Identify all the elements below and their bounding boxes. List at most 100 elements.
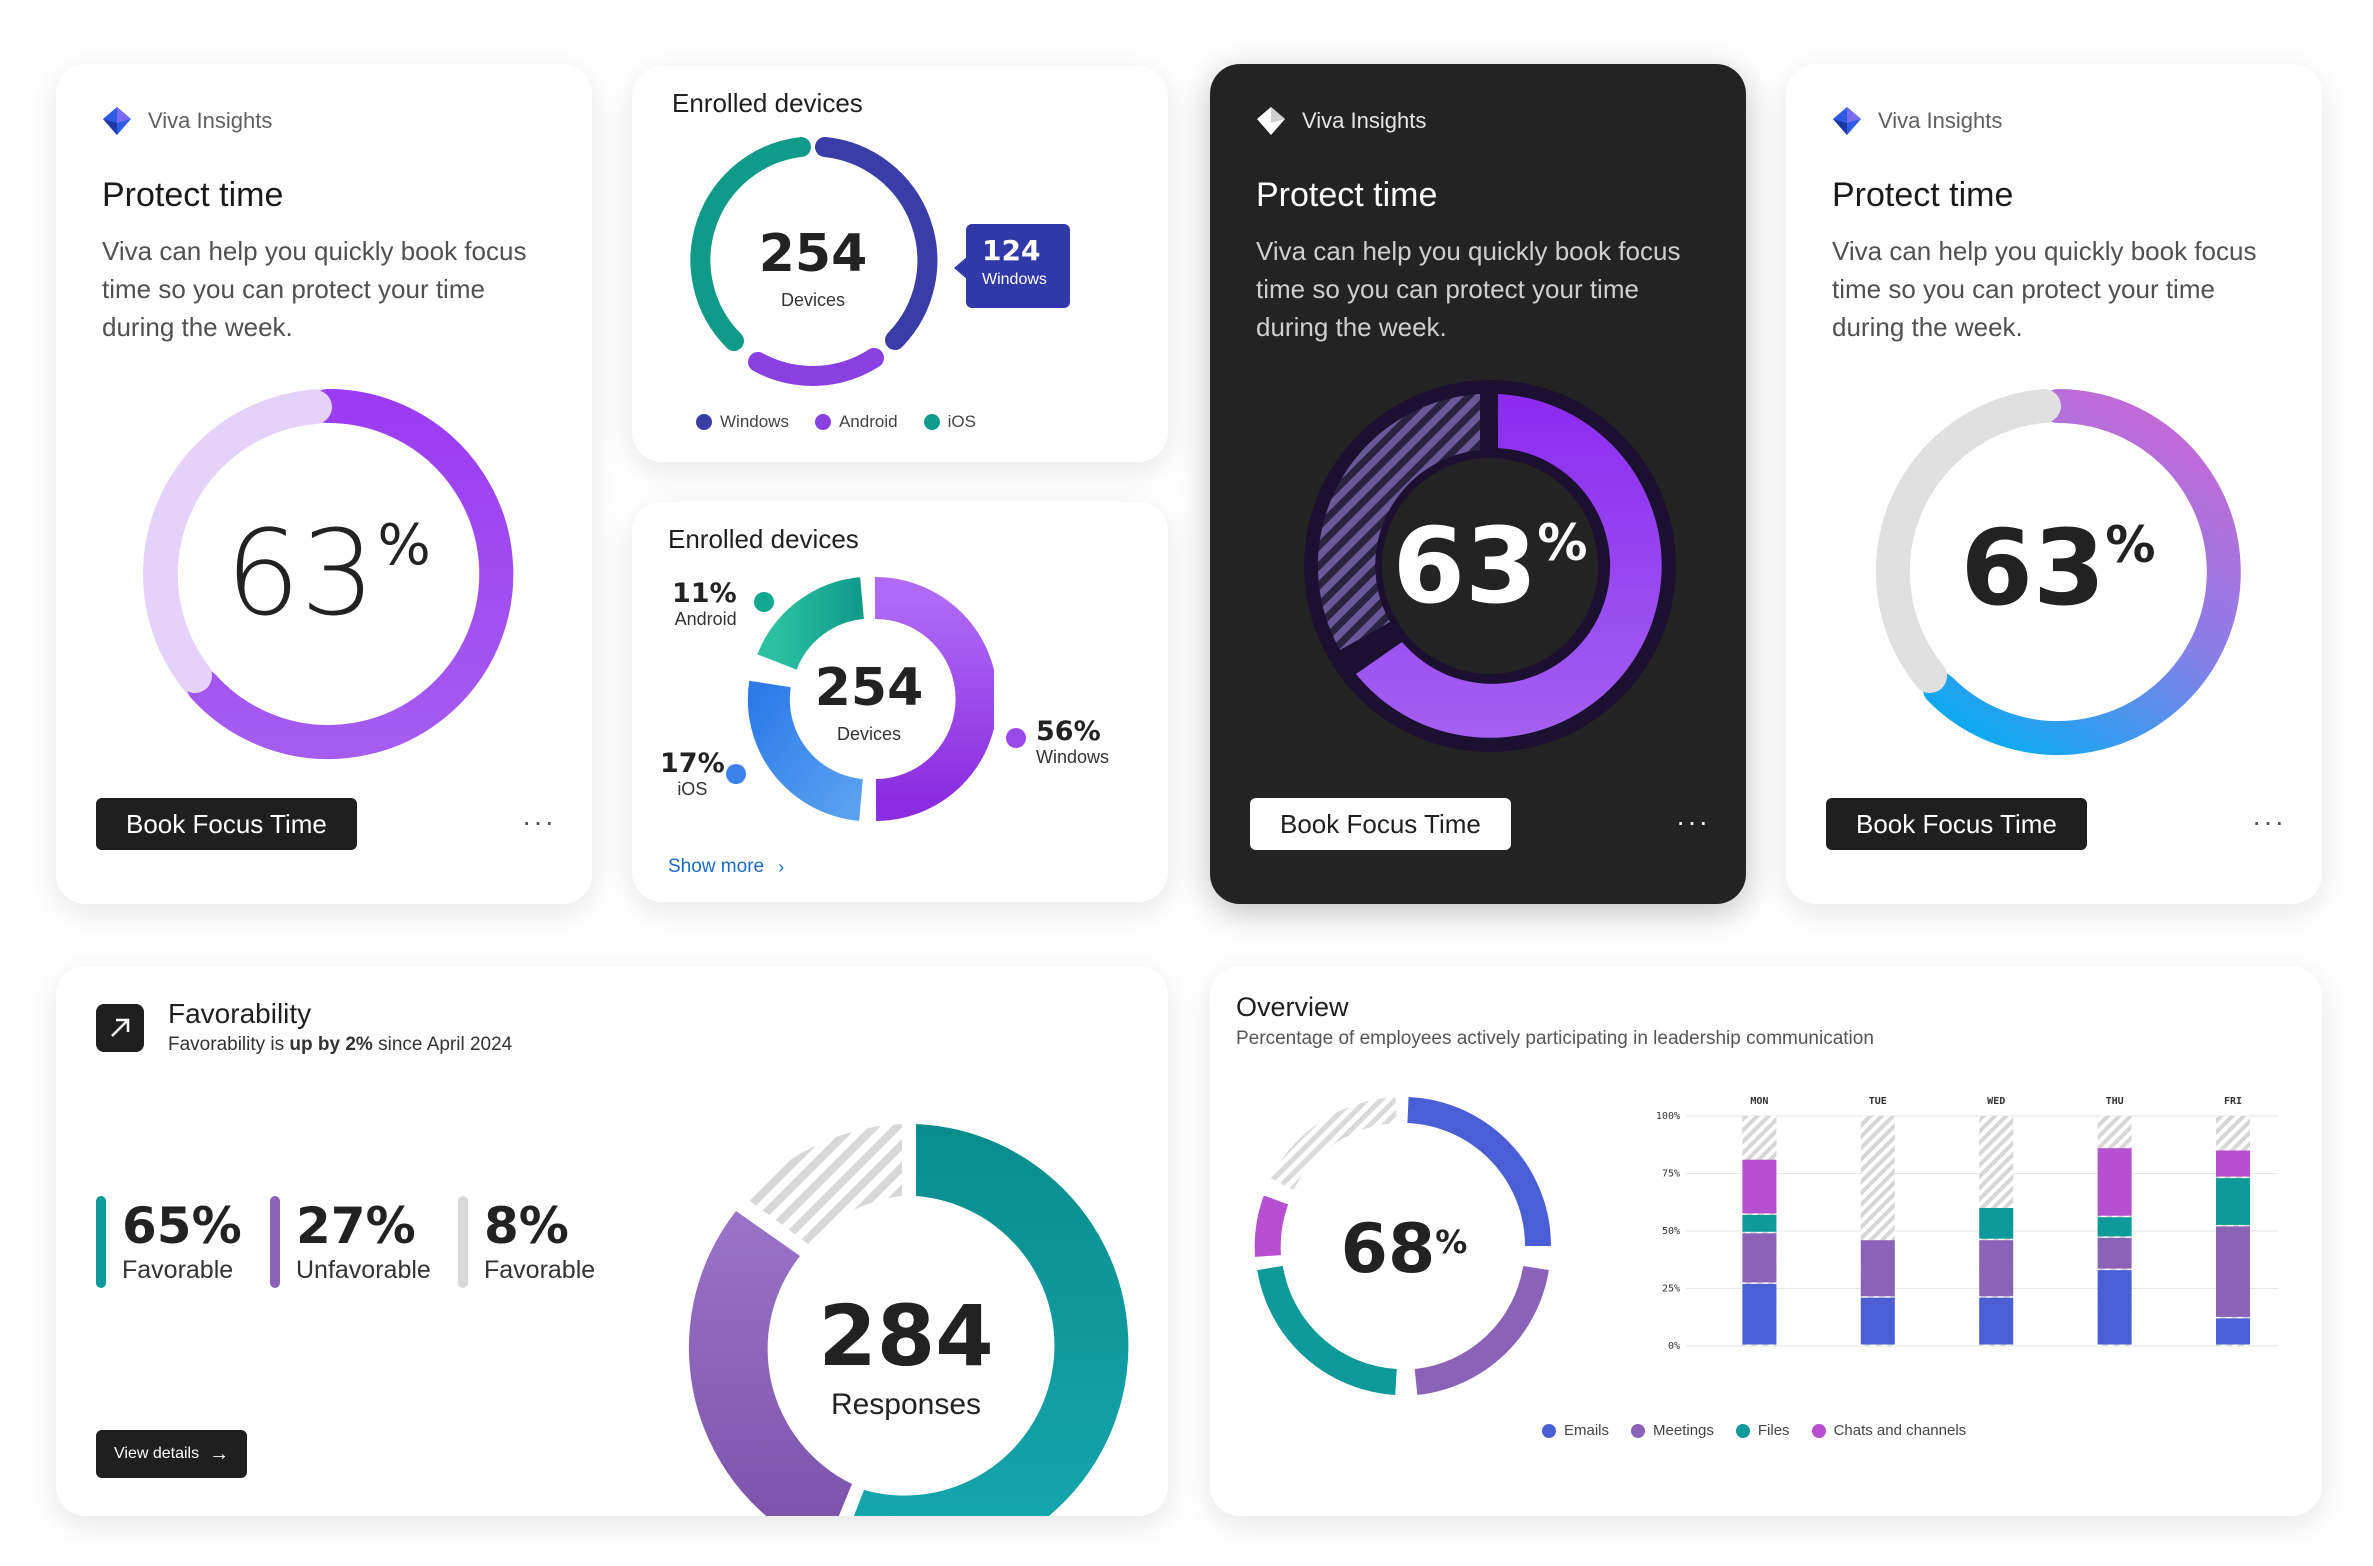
windows-callout: 124 Windows — [966, 224, 1070, 308]
enrolled-devices-donut-card: Enrolled devices 254 Devices 11% Android… — [632, 502, 1168, 902]
card-title: Protect time — [102, 176, 284, 214]
favorability-subtitle: Favorability is up by 2% since April 202… — [168, 1034, 512, 1056]
donut-center: 254 Devices — [744, 662, 994, 745]
brand-header: Viva Insights — [100, 104, 272, 138]
unfavorable-segment — [688, 1211, 852, 1516]
annotation-value: 56% — [1036, 716, 1101, 747]
files-segment — [1257, 1265, 1398, 1395]
ring-hole — [1382, 458, 1598, 674]
x-category-label: FRI — [2224, 1096, 2242, 1107]
arrow-right-icon: → — [209, 1442, 230, 1465]
favorability-center: 284 Responses — [676, 1294, 1136, 1422]
card-description: Viva can help you quickly book focus tim… — [1256, 236, 1681, 342]
annotation-label: Windows — [1036, 747, 1110, 767]
ring-remaining — [1875, 389, 2061, 693]
book-focus-time-button[interactable]: Book Focus Time — [96, 798, 357, 850]
windows-marker — [1006, 728, 1026, 748]
bar-segment-meetings — [2097, 1237, 2132, 1269]
stat-value: 8% — [484, 1197, 569, 1255]
annotation-value: 11% — [672, 578, 737, 609]
chats-segment — [1254, 1195, 1289, 1257]
legend-item-android: Android — [814, 412, 898, 432]
bar-segment-emails — [2097, 1270, 2132, 1345]
bar-segment-meetings — [1979, 1240, 2014, 1297]
legend-label: Chats and channels — [1833, 1422, 1967, 1439]
legend-label: Meetings — [1653, 1422, 1714, 1439]
overview-ring-chart — [1254, 1097, 1552, 1395]
viva-insights-logo-icon — [1257, 107, 1285, 135]
bar-segment-files — [2216, 1178, 2251, 1225]
more-options-button[interactable]: ··· — [1676, 806, 1710, 837]
legend-label: Files — [1757, 1422, 1790, 1439]
percent-symbol: % — [377, 513, 431, 578]
callout-pointer — [954, 256, 968, 280]
overview-subtitle: Percentage of employees actively partici… — [1236, 1028, 1874, 1049]
bar-segment-files — [1979, 1208, 2014, 1239]
bar-segment-chats-and-channels — [2097, 1148, 2132, 1216]
stat-label: Unfavorable — [296, 1256, 431, 1284]
devices-donut-chart — [747, 576, 994, 821]
legend-label: Android — [838, 412, 898, 431]
total-responses-label: Responses — [830, 1388, 982, 1421]
favorable-segment — [853, 1124, 1129, 1516]
ios-segment — [690, 137, 811, 351]
more-options-button[interactable]: ··· — [522, 806, 556, 837]
legend-label: Emails — [1564, 1422, 1610, 1439]
brand-name: Viva Insights — [1302, 108, 1427, 133]
focus-percent: 63 % — [1298, 514, 1682, 618]
viva-insights-logo-icon — [1833, 107, 1861, 135]
stat-value: 27% — [296, 1197, 416, 1255]
bar-segment-chats-and-channels — [1742, 1159, 1777, 1214]
show-more-link[interactable]: Show more › — [668, 856, 784, 878]
protect-time-card-gradient: Viva Insights Protect time Viva can help… — [1786, 64, 2322, 904]
y-tick-label: 75% — [1662, 1169, 1680, 1180]
focus-ring-chart — [1304, 380, 1676, 752]
unfavorable-bar — [270, 1196, 280, 1288]
devices-ring-chart — [690, 137, 938, 386]
ring-remaining — [143, 390, 332, 693]
remaining-segment — [1270, 1097, 1397, 1191]
brand-header: Viva Insights — [1254, 104, 1426, 138]
protect-time-card-dark: Viva Insights Protect time Viva can help… — [1210, 64, 1746, 904]
subtitle-highlight: up by 2% — [289, 1034, 373, 1055]
total-devices-label: Devices — [780, 290, 846, 310]
bar-segment-meetings — [1742, 1233, 1777, 1283]
ring-progress — [1923, 389, 2241, 755]
percent-symbol: % — [1537, 514, 1588, 572]
more-options-button[interactable]: ··· — [2252, 806, 2286, 837]
protect-time-card-1: Viva Insights Protect time Viva can help… — [56, 64, 592, 904]
legend-item-meetings: Meetings — [1631, 1422, 1714, 1439]
ring-remaining-hatched — [1317, 394, 1480, 650]
devices-legend: Windows Android iOS — [696, 412, 976, 432]
viva-insights-logo-icon — [103, 107, 131, 135]
bar-segment-chats-and-channels — [2216, 1150, 2251, 1177]
ios-annotation: 17% iOS — [660, 750, 725, 800]
legend-label: iOS — [947, 412, 976, 431]
android-annotation: 11% Android — [672, 580, 737, 630]
y-tick-label: 50% — [1662, 1226, 1680, 1237]
trend-up-icon — [96, 1004, 144, 1052]
callout-label: Windows — [982, 271, 1047, 288]
card-title: Enrolled devices — [672, 88, 863, 118]
y-tick-label: 100% — [1656, 1111, 1680, 1122]
favorability-donut-chart — [688, 1124, 1129, 1516]
subtitle-suffix: since April 2024 — [372, 1034, 513, 1055]
view-details-button[interactable]: View details → — [96, 1430, 248, 1478]
bar-segment-meetings — [2216, 1226, 2251, 1317]
book-focus-time-button[interactable]: Book Focus Time — [1826, 798, 2087, 850]
favorable-bar — [96, 1196, 106, 1288]
callout-value: 124 — [982, 234, 1041, 267]
android-segment — [757, 577, 865, 671]
legend-item-windows: Windows — [696, 412, 789, 432]
android-marker — [754, 592, 774, 612]
book-focus-time-button[interactable]: Book Focus Time — [1250, 798, 1511, 850]
subtitle-prefix: Favorability is — [168, 1034, 290, 1055]
chevron-right-icon: › — [778, 856, 785, 877]
focus-ring-chart — [143, 389, 514, 759]
legend-item-emails: Emails — [1542, 1422, 1609, 1439]
enrolled-devices-ring-card: Enrolled devices 254 Devices 124 Windows… — [632, 66, 1168, 462]
percent-value: 63 — [1392, 505, 1538, 627]
card-title: Enrolled devices — [668, 524, 859, 554]
stat-value: 65% — [122, 1197, 242, 1255]
meetings-segment — [1414, 1265, 1549, 1395]
